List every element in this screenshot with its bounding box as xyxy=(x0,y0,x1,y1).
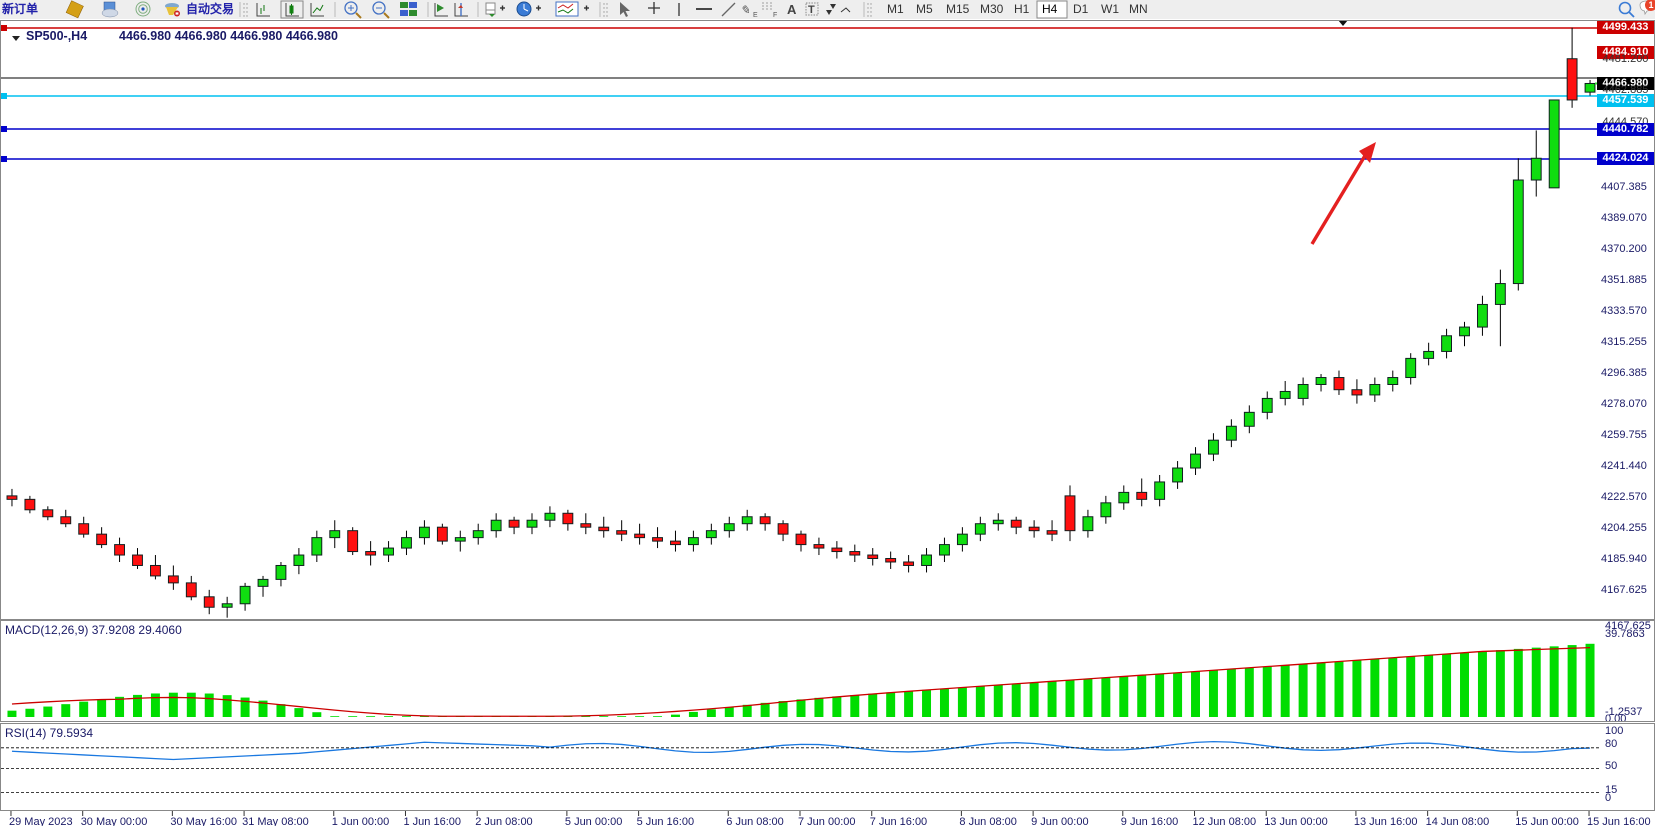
svg-text:自动交易: 自动交易 xyxy=(186,1,234,16)
svg-text:1: 1 xyxy=(1649,0,1654,10)
svg-text:SP500-,H4: SP500-,H4 xyxy=(26,29,87,43)
svg-text:M15: M15 xyxy=(946,2,970,16)
svg-text:✎: ✎ xyxy=(740,3,750,17)
svg-text:4466.980 4466.980 4466.980 446: 4466.980 4466.980 4466.980 4466.980 xyxy=(119,29,338,43)
svg-text:T: T xyxy=(808,4,815,16)
svg-text:M1: M1 xyxy=(887,2,904,16)
svg-text:A: A xyxy=(787,2,797,17)
svg-text:H1: H1 xyxy=(1014,2,1030,16)
svg-text:F: F xyxy=(773,12,777,19)
svg-text:M30: M30 xyxy=(980,2,1004,16)
svg-text:W1: W1 xyxy=(1101,2,1119,16)
svg-text:H4: H4 xyxy=(1042,2,1058,16)
svg-text:D1: D1 xyxy=(1073,2,1089,16)
svg-text:新订单: 新订单 xyxy=(2,1,38,16)
svg-text:E: E xyxy=(753,12,758,19)
svg-text:MN: MN xyxy=(1129,2,1148,16)
svg-text:M5: M5 xyxy=(916,2,933,16)
